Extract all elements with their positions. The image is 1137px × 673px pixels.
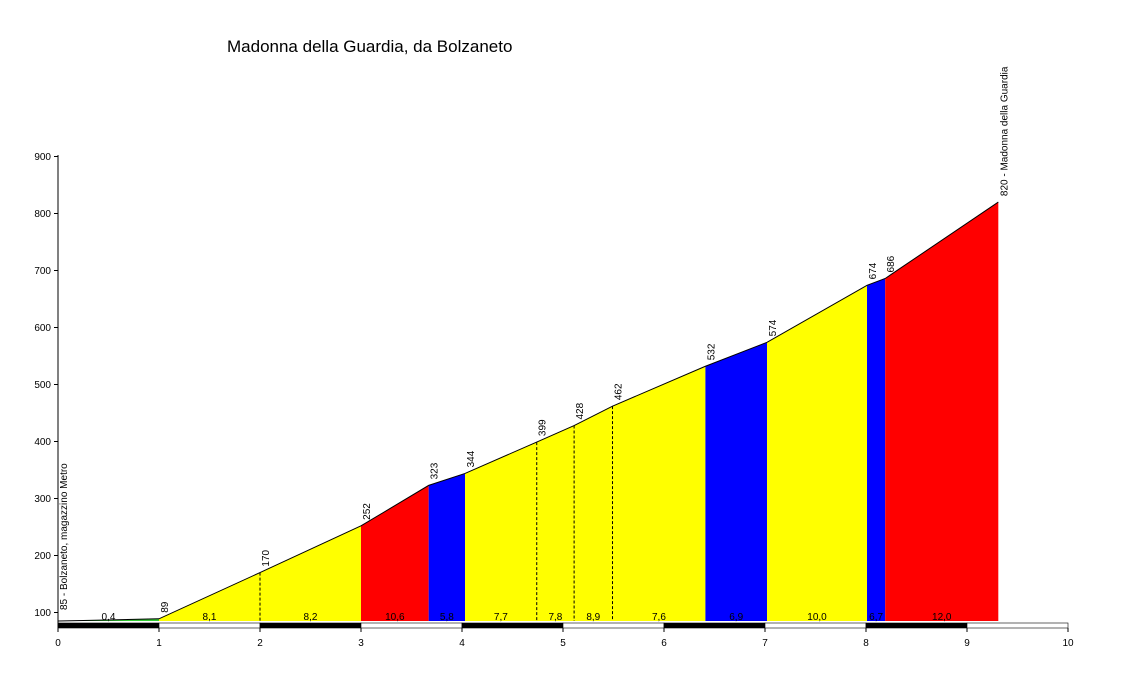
- gradient-label-9: 6,9: [729, 612, 743, 623]
- elevation-label-8: 428: [575, 402, 586, 419]
- y-tick-label-2: 700: [34, 266, 51, 277]
- x-tick-label-1: 1: [156, 638, 162, 649]
- x-tick-label-10: 10: [1062, 638, 1074, 649]
- y-tick-label-0: 900: [34, 152, 51, 163]
- y-tick-label-3: 600: [34, 323, 51, 334]
- segment-fill-10: [767, 285, 868, 621]
- y-tick-label-4: 500: [34, 380, 51, 391]
- elevation-label-0: 85 - Bolzaneto, magazzino Metro: [59, 463, 70, 610]
- km-scale-bar: [57, 622, 1069, 629]
- segment-fill-1: [159, 572, 260, 621]
- elevation-label-10: 532: [706, 343, 717, 360]
- profile-line-group: [57, 201, 999, 622]
- x-tick-label-2: 2: [257, 638, 263, 649]
- elevation-label-13: 686: [886, 255, 897, 272]
- km-bar-7: [764, 622, 867, 629]
- km-bar-0: [57, 622, 160, 629]
- gradient-label-7: 8,9: [586, 612, 600, 623]
- x-tick-label-6: 6: [661, 638, 667, 649]
- x-tick-label-4: 4: [459, 638, 465, 649]
- x-tick-label-0: 0: [55, 638, 61, 649]
- segment-fill-2: [260, 525, 361, 621]
- segment-fill-11: [867, 278, 886, 621]
- gradient-label-8: 7,6: [652, 612, 666, 623]
- segment-fill-9: [705, 342, 768, 621]
- x-tick-label-3: 3: [358, 638, 364, 649]
- gradient-label-2: 8,2: [304, 612, 318, 623]
- km-bar-6: [663, 622, 766, 629]
- elevation-label-5: 323: [430, 462, 441, 479]
- km-bar-8: [865, 622, 968, 629]
- gradient-label-5: 7,7: [494, 612, 508, 623]
- segment-fill-6: [536, 425, 575, 621]
- elevation-label-11: 574: [768, 319, 779, 336]
- x-tick-label-8: 8: [863, 638, 869, 649]
- elevation-label-14: 820 - Madonna della Guardia: [999, 66, 1010, 196]
- x-tick-label-5: 5: [560, 638, 566, 649]
- gradient-label-0: 0,4: [102, 612, 116, 623]
- segment-fill-4: [428, 473, 466, 621]
- y-tick-label-5: 400: [34, 437, 51, 448]
- gradient-label-10: 10,0: [807, 612, 827, 623]
- segment-fill-5: [465, 442, 537, 621]
- x-tick-label-9: 9: [964, 638, 970, 649]
- km-bar-2: [259, 622, 362, 629]
- gradient-label-6: 7,8: [548, 612, 562, 623]
- segment-fill-7: [574, 406, 613, 621]
- elevation-label-6: 344: [466, 450, 477, 467]
- km-bar-3: [360, 622, 463, 629]
- elevation-label-3: 170: [261, 549, 272, 566]
- segment-fill-12: [885, 202, 999, 621]
- gradient-label-3: 10,6: [385, 612, 405, 623]
- km-bar-9: [966, 622, 1069, 629]
- gradient-label-4: 5,8: [440, 612, 454, 623]
- elevation-label-4: 252: [362, 503, 373, 520]
- km-bar-5: [562, 622, 665, 629]
- km-bar-4: [461, 622, 564, 629]
- profile-line: [57, 201, 999, 622]
- labels: 85 - Bolzaneto, magazzino Metro 89 170 252 3…: [59, 66, 1010, 623]
- segment-fill-3: [361, 485, 429, 621]
- segment-fill-8: [612, 366, 706, 621]
- gradient-label-12: 12,0: [932, 612, 952, 623]
- gradient-fills: [58, 202, 999, 622]
- y-tick-label-1: 800: [34, 209, 51, 220]
- chart-title: Madonna della Guardia, da Bolzaneto: [227, 37, 512, 56]
- gradient-label-1: 8,1: [203, 612, 217, 623]
- x-tick-label-7: 7: [762, 638, 768, 649]
- segment-dividers: [259, 406, 613, 621]
- elevation-label-7: 399: [538, 419, 549, 436]
- km-bar-1: [158, 622, 261, 629]
- y-tick-label-8: 100: [34, 608, 51, 619]
- elevation-label-12: 674: [868, 262, 879, 279]
- y-tick-label-7: 200: [34, 551, 51, 562]
- elevation-label-9: 462: [613, 383, 624, 400]
- elevation-label-2: 89: [160, 601, 171, 613]
- y-tick-label-6: 300: [34, 494, 51, 505]
- gradient-label-11: 6,7: [869, 612, 883, 623]
